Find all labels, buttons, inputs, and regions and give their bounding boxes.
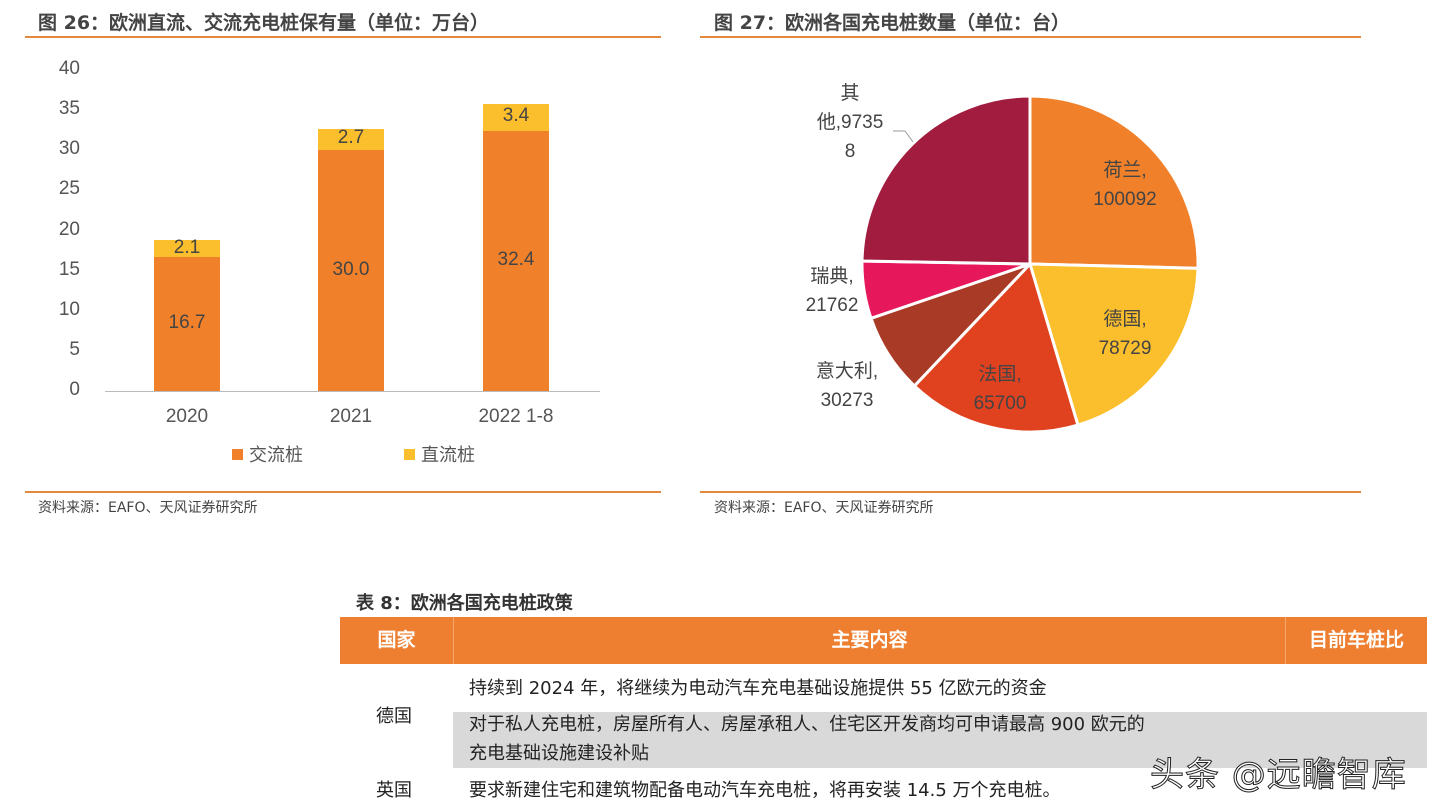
table-cell-content: 充电基础设施建设补贴 xyxy=(469,743,649,764)
pie-label-france: 法国, 65700 xyxy=(973,364,1027,414)
bar-dc xyxy=(154,240,220,257)
table-title: 表 8：欧洲各国充电桩政策 xyxy=(356,593,573,614)
data-label: 16.7 xyxy=(168,311,206,333)
y-tick-label: 10 xyxy=(58,298,80,320)
pie-slice-其他 xyxy=(860,94,1032,266)
bar-dc xyxy=(318,128,384,151)
figure27-source: 资料来源：EAFO、天风证券研究所 xyxy=(714,500,934,516)
table-cell-content: 对于私人充电桩，房屋所有人、房屋承租人、住宅区开发商均可申请最高 900 欧元的 xyxy=(469,714,1145,735)
x-tick-label: 2021 xyxy=(329,406,373,427)
table-cell-content: 持续到 2024 年，将继续为电动汽车充电基础设施提供 55 亿欧元的资金 xyxy=(469,678,1047,699)
pie-label-netherlands: 荷兰, 100092 xyxy=(1093,160,1157,210)
data-label: 32.4 xyxy=(497,248,535,270)
y-tick-label: 35 xyxy=(58,98,80,120)
watermark: 头条 @远瞻智库 xyxy=(1150,755,1407,796)
legend-swatch xyxy=(404,448,415,460)
legend-label: 直流桩 xyxy=(421,445,475,466)
pie-slice-德国 xyxy=(1027,262,1200,427)
leader-line xyxy=(893,130,914,143)
pie-label-sweden: 瑞典, 21762 xyxy=(805,266,859,316)
table-cell-country: 德国 xyxy=(376,706,412,727)
legend-item-ac: 交流桩 xyxy=(232,441,303,467)
figure26-source: 资料来源：EAFO、天风证券研究所 xyxy=(38,500,258,516)
y-tick-label: 5 xyxy=(69,338,80,360)
header-content: 主要内容 xyxy=(454,617,1286,664)
bar-dc xyxy=(483,103,549,131)
title-rule xyxy=(25,36,661,38)
header-country: 国家 xyxy=(340,617,454,664)
table-row-shaded xyxy=(453,712,1427,768)
data-label: 2.7 xyxy=(337,127,365,149)
pie-slice-法国 xyxy=(912,261,1080,434)
pie-slice-荷兰 xyxy=(1028,94,1200,270)
pie-chart xyxy=(860,94,1200,434)
x-axis xyxy=(105,391,600,392)
figure27-title: 图 27：欧洲各国充电桩数量（单位：台） xyxy=(714,12,1071,34)
pie-label-germany: 德国, 78729 xyxy=(1098,309,1152,359)
title-rule xyxy=(700,36,1361,38)
bar-ac xyxy=(154,256,220,391)
x-tick-label: 2020 xyxy=(165,406,209,427)
y-tick-label: 0 xyxy=(69,379,80,400)
header-ratio: 目前车桩比 xyxy=(1308,629,1404,651)
y-tick-label: 20 xyxy=(58,218,80,240)
x-tick-label: 2022 1-8 xyxy=(478,406,554,427)
legend-label: 交流桩 xyxy=(249,445,303,466)
table-header: 国家 主要内容 目前车桩比 xyxy=(340,617,1427,664)
bottom-rule xyxy=(700,491,1361,493)
figure26-title: 图 26：欧洲直流、交流充电桩保有量（单位：万台） xyxy=(38,12,490,34)
y-tick-label: 25 xyxy=(58,178,80,200)
table-cell-content: 要求新建住宅和建筑物配备电动汽车充电桩，将再安装 14.5 万个充电桩。 xyxy=(469,780,1061,801)
y-tick-label: 40 xyxy=(58,58,80,79)
data-label: 3.4 xyxy=(502,105,530,127)
y-tick-label: 15 xyxy=(58,258,80,280)
bar-ac xyxy=(483,130,549,391)
bottom-rule xyxy=(25,491,661,493)
data-label: 30.0 xyxy=(332,258,370,280)
pie-label-other: 其他,9735 8 xyxy=(816,83,884,162)
table-cell-country: 英国 xyxy=(376,780,412,801)
y-tick-label: 30 xyxy=(58,138,80,160)
legend-item-dc: 直流桩 xyxy=(404,441,475,467)
bar-ac xyxy=(318,150,384,391)
legend-swatch xyxy=(232,448,243,460)
pie-label-italy: 意大利, 30273 xyxy=(815,361,879,411)
data-label: 2.1 xyxy=(173,236,201,258)
